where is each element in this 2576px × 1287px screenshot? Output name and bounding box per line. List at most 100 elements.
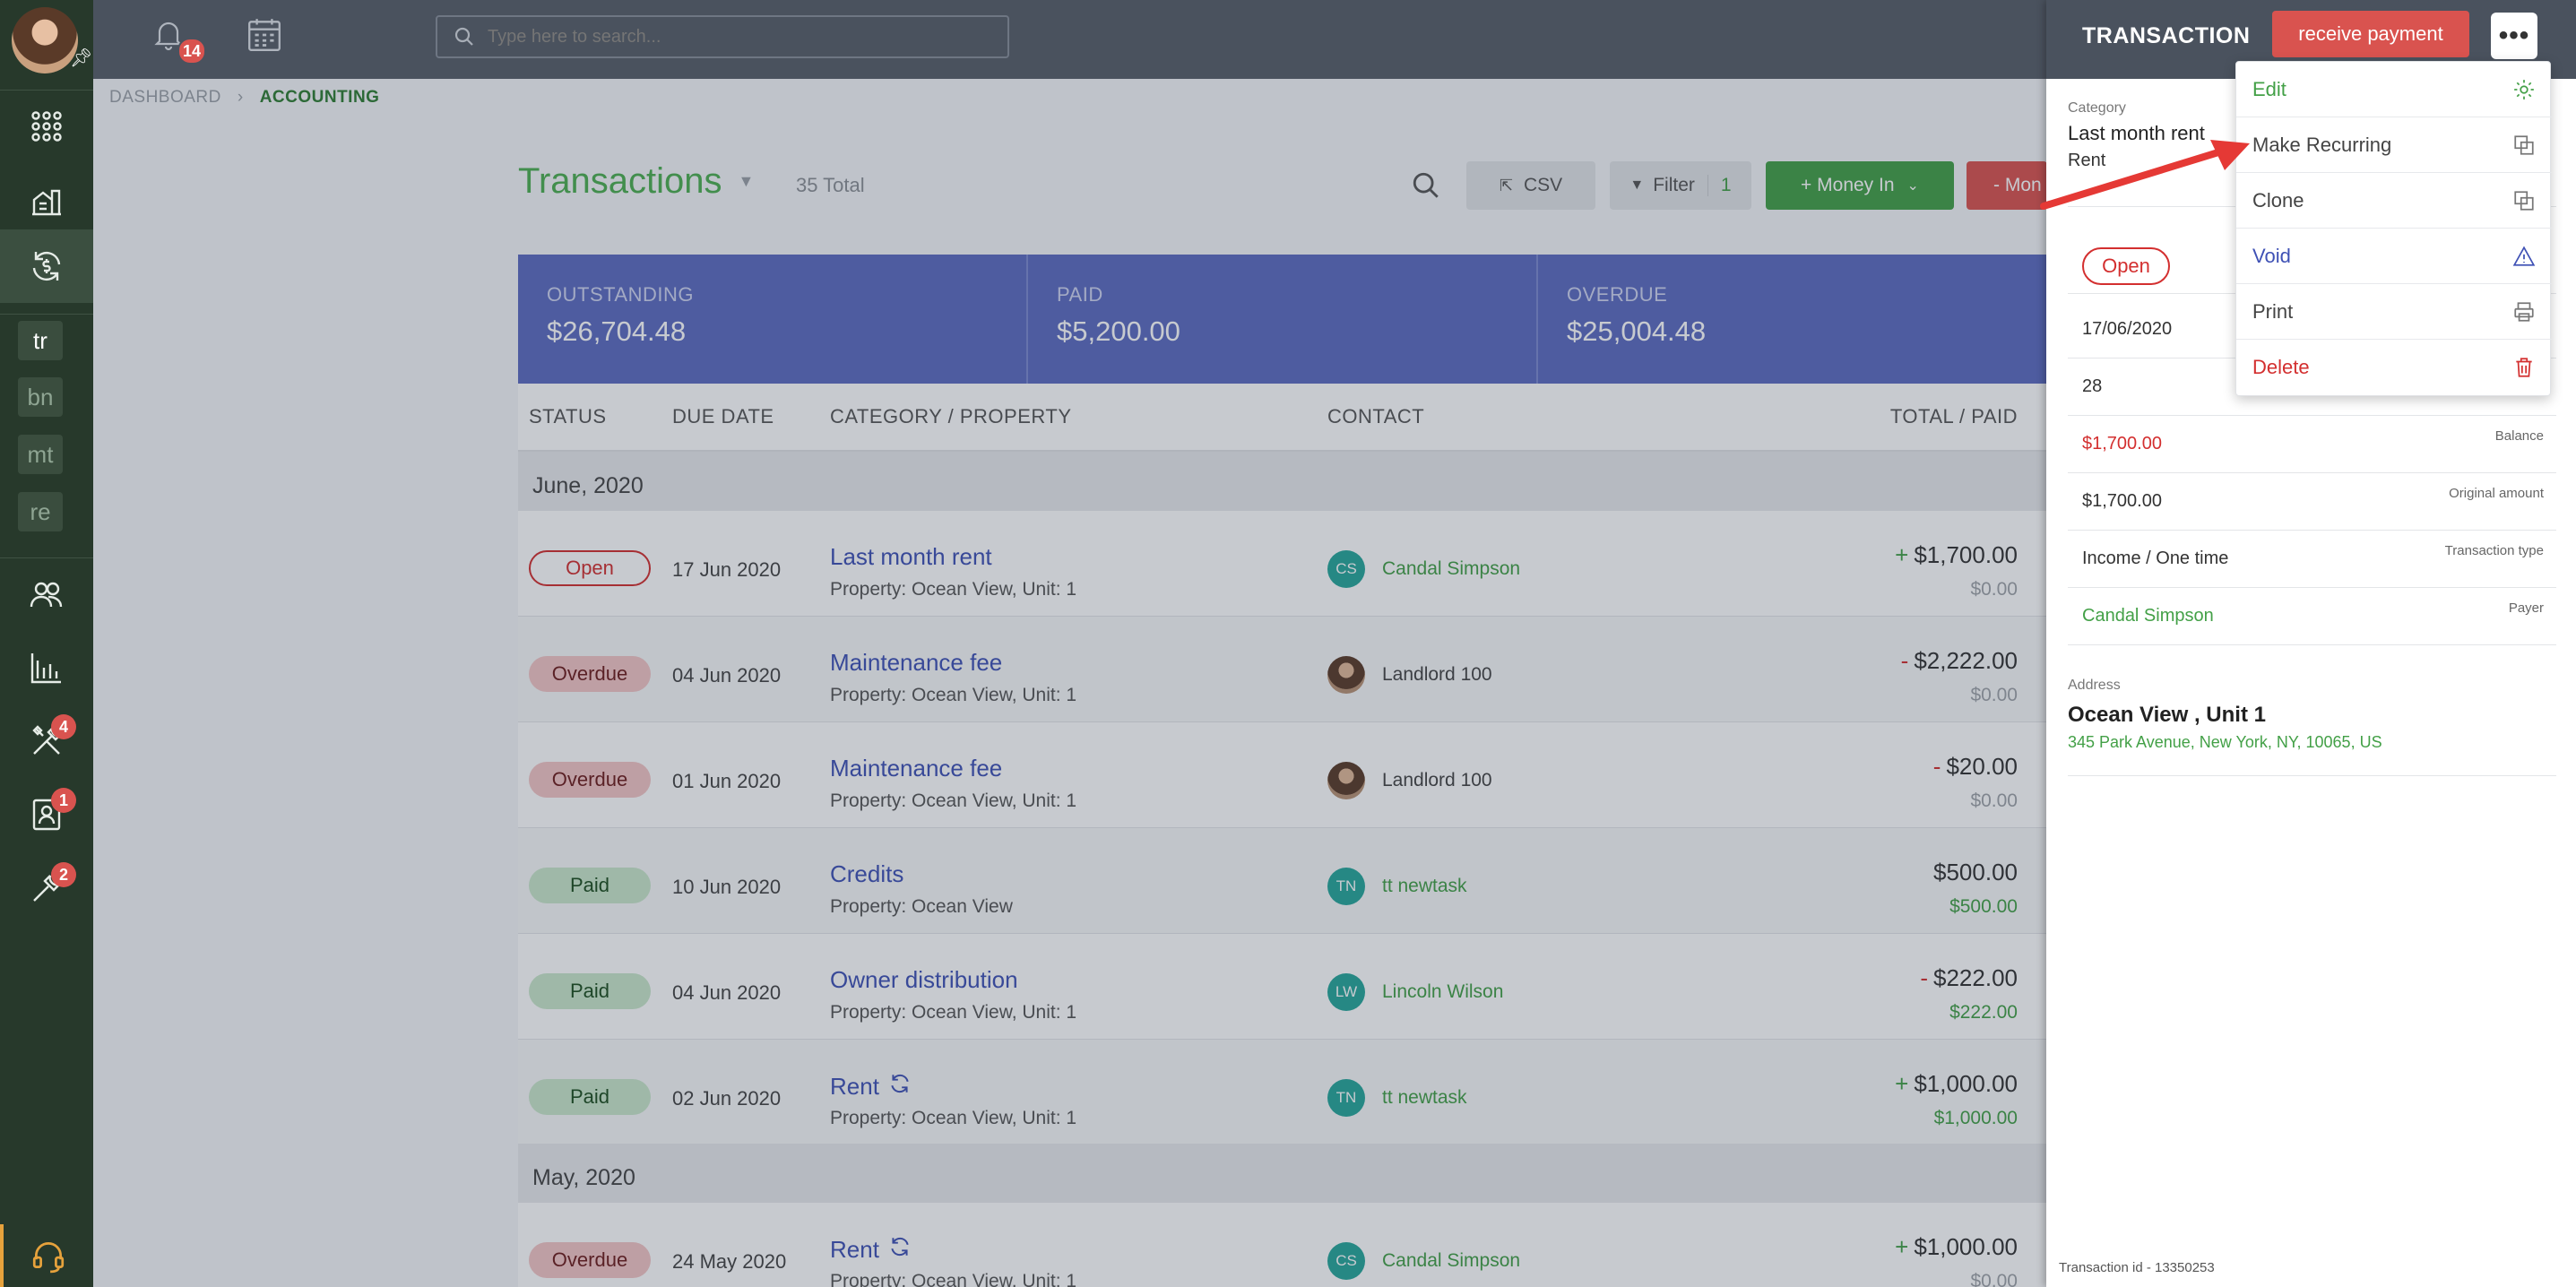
header-due-date[interactable]: DUE DATE <box>672 405 774 428</box>
payer-label: Payer <box>2508 600 2544 616</box>
contact-name[interactable]: Candal Simpson <box>1382 558 1521 579</box>
export-icon: ⇱ <box>1499 176 1513 194</box>
money-out-button[interactable]: - Mon <box>1967 161 2047 210</box>
header-total[interactable]: TOTAL / PAID <box>1889 405 2018 428</box>
menu-item-make-recurring[interactable]: Make Recurring <box>2236 117 2552 173</box>
menu-item-edit[interactable]: Edit <box>2236 62 2552 117</box>
trash-icon <box>2516 358 2532 377</box>
csv-label: CSV <box>1523 175 1563 195</box>
search-bar[interactable] <box>436 15 1009 58</box>
chevron-down-icon: ⌄ <box>1906 178 1919 194</box>
category-link[interactable]: Rent <box>830 1235 912 1265</box>
original-amount-field: $1,700.00 Original amount <box>2068 473 2556 531</box>
address-name: Ocean View , Unit 1 <box>2068 703 2266 727</box>
sidebar-item-bn[interactable]: bn <box>18 377 63 417</box>
category-link[interactable]: Owner distribution <box>830 966 1018 994</box>
contact-name[interactable]: tt newtask <box>1382 1087 1467 1108</box>
address-block: Address Ocean View , Unit 1 345 Park Ave… <box>2068 678 2556 776</box>
contact-avatar: CS <box>1327 1242 1365 1280</box>
due-date: 01 Jun 2020 <box>672 770 782 792</box>
total-amount: - $222.00 <box>1920 964 2018 992</box>
calendar-icon <box>248 19 281 51</box>
contact-name[interactable]: Lincoln Wilson <box>1382 981 1504 1002</box>
table-row[interactable]: Paid 10 Jun 2020 Credits Property: Ocean Vi… <box>518 828 2046 934</box>
summary-label: PAID <box>1057 283 1103 306</box>
sidebar-item-apps[interactable] <box>0 90 93 163</box>
category-link[interactable]: Credits <box>830 860 903 888</box>
sidebar-item-mt[interactable]: mt <box>18 435 63 474</box>
contact-avatar: LW <box>1327 973 1365 1011</box>
receive-payment-button[interactable]: receive payment <box>2272 11 2469 57</box>
sidebar-item-accounting[interactable] <box>0 229 93 303</box>
payer-link[interactable]: Candal Simpson <box>2082 606 2214 626</box>
summary-outstanding[interactable]: OUTSTANDING $26,704.48 <box>518 255 1028 384</box>
category-link[interactable]: Maintenance fee <box>830 649 1002 677</box>
table-row[interactable]: Paid 04 Jun 2020 Owner distribution Propert… <box>518 934 2046 1040</box>
transaction-type-field: Income / One time Transaction type <box>2068 531 2556 588</box>
calendar-button[interactable] <box>246 16 285 57</box>
money-in-button[interactable]: + Money In ⌄ <box>1766 161 1954 210</box>
contact-name[interactable]: tt newtask <box>1382 876 1467 896</box>
category-label: Category <box>2068 100 2126 116</box>
category-link[interactable]: Maintenance fee <box>830 755 1002 782</box>
sidebar-item-people[interactable] <box>0 557 93 631</box>
sidebar-item-maintenance[interactable] <box>0 851 93 925</box>
number-field[interactable]: 28 <box>2068 358 2556 416</box>
menu-item-print[interactable]: Print <box>2236 284 2552 340</box>
summary-paid[interactable]: PAID $5,200.00 <box>1028 255 1538 384</box>
breadcrumb-dashboard[interactable]: DASHBOARD <box>109 88 221 107</box>
more-options-menu: Edit Make Recurring Clone Void Print Del… <box>2235 61 2552 396</box>
table-row[interactable]: Overdue 01 Jun 2020 Maintenance fee Propert… <box>518 722 2046 828</box>
menu-item-void[interactable]: Void <box>2236 229 2552 284</box>
sidebar-item-properties[interactable] <box>0 163 93 237</box>
transaction-type-value: Income / One time <box>2082 548 2229 568</box>
table-row[interactable]: Overdue 24 May 2020 Rent Property: Ocean Vi… <box>518 1203 2046 1287</box>
paid-amount: $0.00 <box>1970 790 2018 811</box>
sidebar-item-tr[interactable]: tr <box>18 321 63 360</box>
csv-button[interactable]: ⇱ CSV <box>1466 161 1595 210</box>
due-date: 24 May 2020 <box>672 1250 787 1273</box>
header-contact[interactable]: CONTACT <box>1327 405 1425 428</box>
support-button[interactable] <box>0 1224 93 1287</box>
search-transactions-button[interactable] <box>1411 170 1441 205</box>
user-avatar[interactable] <box>12 7 78 73</box>
sidebar-item-reports[interactable] <box>0 631 93 704</box>
category-text: Rent <box>830 1236 879 1263</box>
header-status[interactable]: STATUS <box>529 405 607 428</box>
menu-item-clone[interactable]: Clone <box>2236 173 2552 229</box>
breadcrumb-accounting: ACCOUNTING <box>259 88 380 107</box>
more-options-button[interactable]: ••• <box>2491 13 2537 59</box>
menu-item-delete[interactable]: Delete <box>2236 340 2552 395</box>
filter-button[interactable]: ▼ Filter 1 <box>1610 161 1751 210</box>
page-title[interactable]: Transactions ▼ <box>518 161 754 202</box>
category-text: Credits <box>830 860 904 887</box>
contact-avatar: CS <box>1327 550 1365 588</box>
sidebar-item-tools[interactable] <box>0 704 93 778</box>
filter-count: 1 <box>1707 175 1732 196</box>
paid-amount: $500.00 <box>1949 896 2018 917</box>
table-row[interactable]: Open 17 Jun 2020 Last month rent Property: … <box>518 511 2046 617</box>
modal-backdrop[interactable] <box>93 79 2047 1287</box>
header-category[interactable]: CATEGORY / PROPERTY <box>830 405 1072 428</box>
contact-name[interactable]: Candal Simpson <box>1382 1250 1521 1271</box>
address-line[interactable]: 345 Park Avenue, New York, NY, 10065, US <box>2068 733 2382 751</box>
summary-overdue[interactable]: OVERDUE $25,004.48 <box>1538 255 2046 384</box>
property-text: Property: Ocean View, Unit: 1 <box>830 579 1077 600</box>
status-badge: Paid <box>529 973 651 1009</box>
category-link[interactable]: Rent <box>830 1072 912 1101</box>
table-row[interactable]: Overdue 04 Jun 2020 Maintenance fee Propert… <box>518 617 2046 722</box>
menu-item-label: Edit <box>2252 77 2286 100</box>
amount-value: $2,222.00 <box>1914 647 2018 674</box>
notifications-button[interactable] <box>151 16 190 57</box>
total-amount: + $1,000.00 <box>1895 1233 2018 1261</box>
amount-sign: + <box>1895 1233 1909 1260</box>
sidebar-item-re[interactable]: re <box>18 492 63 531</box>
property-text: Property: Ocean View, Unit: 1 <box>830 1002 1077 1023</box>
category-link[interactable]: Last month rent <box>830 543 992 571</box>
buildings-icon <box>32 189 61 216</box>
category-sub: Rent <box>2068 151 2106 170</box>
sidebar-item-contacts[interactable] <box>0 778 93 851</box>
search-input[interactable] <box>488 26 990 48</box>
table-row[interactable]: Paid 02 Jun 2020 Rent Property: Ocean View,… <box>518 1040 2046 1145</box>
contact-name: Landlord 100 <box>1382 770 1492 790</box>
